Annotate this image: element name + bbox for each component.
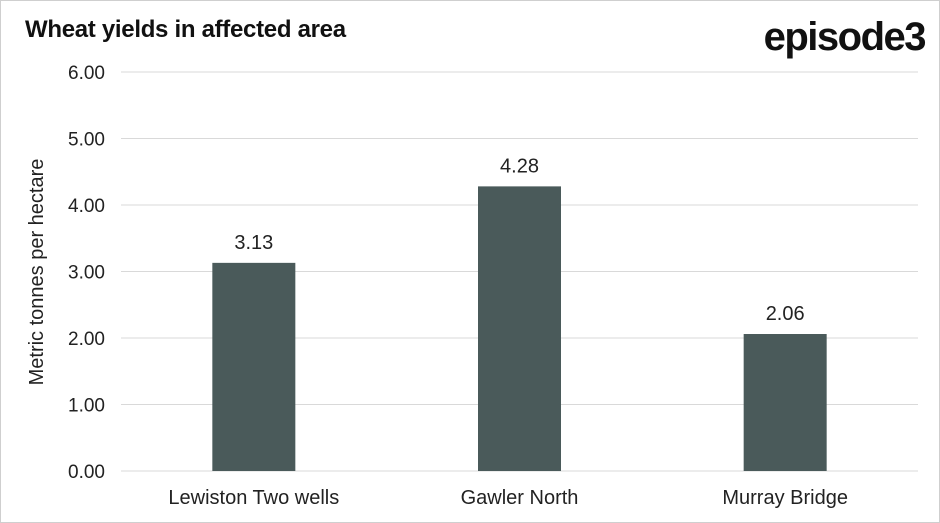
bar (212, 262, 296, 471)
brand-logo: episode3 (763, 15, 927, 59)
data-label: 3.13 (234, 232, 273, 254)
data-label: 2.06 (766, 303, 805, 325)
category-label: Gawler North (461, 487, 579, 509)
y-tick-label: 4.00 (68, 196, 105, 217)
y-tick-label: 0.00 (68, 462, 105, 483)
category-labels: Lewiston Two wells Gawler North Murray Bri… (168, 487, 848, 509)
bar (478, 186, 561, 471)
data-labels: 3.13 4.28 2.06 (234, 155, 804, 325)
y-tick-label: 6.00 (68, 63, 105, 84)
data-label: 4.28 (500, 155, 539, 177)
bars (212, 186, 827, 471)
y-axis-label: Metric tonnes per hectare (26, 159, 48, 386)
y-tick-label: 1.00 (68, 396, 105, 417)
y-axis-ticks: 0.00 1.00 2.00 3.00 4.00 5.00 6.00 (68, 63, 105, 483)
chart-title: Wheat yields in affected area (25, 16, 346, 43)
category-label: Lewiston Two wells (168, 487, 339, 509)
category-label: Murray Bridge (722, 487, 848, 509)
y-tick-label: 2.00 (68, 329, 105, 350)
y-tick-label: 5.00 (68, 130, 105, 151)
bar (743, 334, 827, 471)
y-tick-label: 3.00 (68, 263, 105, 284)
